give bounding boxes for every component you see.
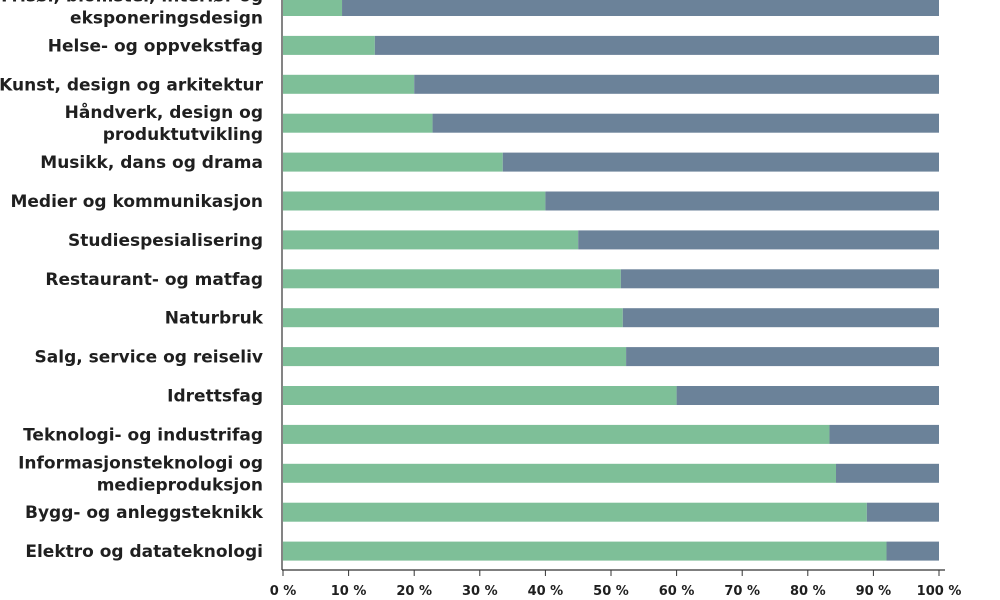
bar-segment-1-row-9: [283, 308, 623, 328]
bar-segment-1-row-1: [283, 0, 343, 16]
bar-segment-2-row-9: [622, 308, 939, 328]
bar-segment-2-row-11: [676, 386, 939, 405]
x-tick-label: 70 %: [724, 584, 760, 599]
bar-segment-1-row-6: [283, 191, 546, 211]
bar-segment-1-row-7: [283, 230, 579, 250]
bar-segment-1-row-4: [283, 113, 433, 133]
category-label: Studiespesialisering: [68, 231, 263, 251]
x-tick-label: 100 %: [917, 584, 962, 599]
bar-segment-2-row-15: [886, 541, 939, 561]
bar-segment-1-row-10: [283, 347, 627, 367]
bar-segment-2-row-2: [374, 35, 940, 55]
bar-segment-2-row-5: [502, 152, 939, 172]
category-label: Naturbruk: [165, 309, 264, 329]
category-label: Frisør, blomster, interiør og: [1, 0, 263, 7]
bar-segment-2-row-12: [829, 424, 939, 444]
category-label: Elektro og datateknologi: [25, 542, 263, 562]
x-tick-label: 30 %: [462, 584, 498, 599]
bar-segment-2-row-1: [342, 0, 939, 16]
x-tick-label: 50 %: [593, 584, 629, 599]
category-label: medieproduksjon: [97, 475, 263, 495]
bar-segment-2-row-14: [866, 502, 939, 522]
bars-group: [283, 0, 940, 561]
bar-segment-1-row-15: [283, 541, 887, 561]
x-tick-label: 90 %: [856, 584, 892, 599]
bar-segment-1-row-12: [283, 424, 830, 444]
bar-segment-1-row-8: [283, 269, 621, 289]
category-label: produktutvikling: [103, 125, 263, 145]
category-label: Bygg- og anleggsteknikk: [25, 503, 264, 523]
category-label: Medier og kommunikasjon: [10, 192, 263, 212]
x-tick-label: 60 %: [659, 584, 695, 599]
category-label: eksponeringsdesign: [70, 9, 263, 29]
x-axis-ticks: 0 % 10 % 20 % 30 % 40 % 50 % 60 % 70 % 80 % 90 % 1…: [270, 570, 962, 599]
bar-segment-2-row-3: [414, 74, 939, 94]
category-label: Restaurant- og matfag: [45, 270, 263, 290]
category-label: Kunst, design og arkitektur: [0, 75, 264, 95]
x-tick-label: 40 %: [528, 584, 564, 599]
bar-segment-2-row-13: [836, 463, 939, 483]
bar-segment-2-row-4: [432, 113, 939, 133]
x-tick-label: 80 %: [790, 584, 826, 599]
category-label: Musikk, dans og drama: [40, 153, 263, 173]
category-label: Håndverk, design og: [65, 101, 263, 123]
category-label: Teknologi- og industrifag: [23, 425, 263, 445]
bar-segment-1-row-11: [283, 386, 677, 405]
x-tick-label: 0 %: [270, 584, 297, 599]
category-label: Helse- og oppvekstfag: [48, 36, 263, 56]
bar-segment-1-row-13: [283, 463, 837, 483]
x-tick-label: 20 %: [396, 584, 432, 599]
category-label: Idrettsfag: [167, 387, 263, 407]
bar-segment-2-row-10: [626, 347, 939, 367]
x-tick-label: 10 %: [331, 584, 367, 599]
bar-segment-1-row-2: [283, 35, 375, 55]
bar-segment-1-row-3: [283, 74, 415, 94]
bar-segment-2-row-7: [578, 230, 939, 250]
bar-segment-2-row-8: [620, 269, 939, 289]
bar-segment-1-row-14: [283, 502, 867, 522]
category-label: Informasjonsteknologi og: [18, 453, 263, 473]
category-label: Salg, service og reiseliv: [35, 348, 263, 368]
bar-segment-2-row-6: [545, 191, 939, 211]
bar-segment-1-row-5: [283, 152, 503, 172]
category-labels: Frisør, blomster, interiør og eksponering…: [0, 0, 264, 562]
